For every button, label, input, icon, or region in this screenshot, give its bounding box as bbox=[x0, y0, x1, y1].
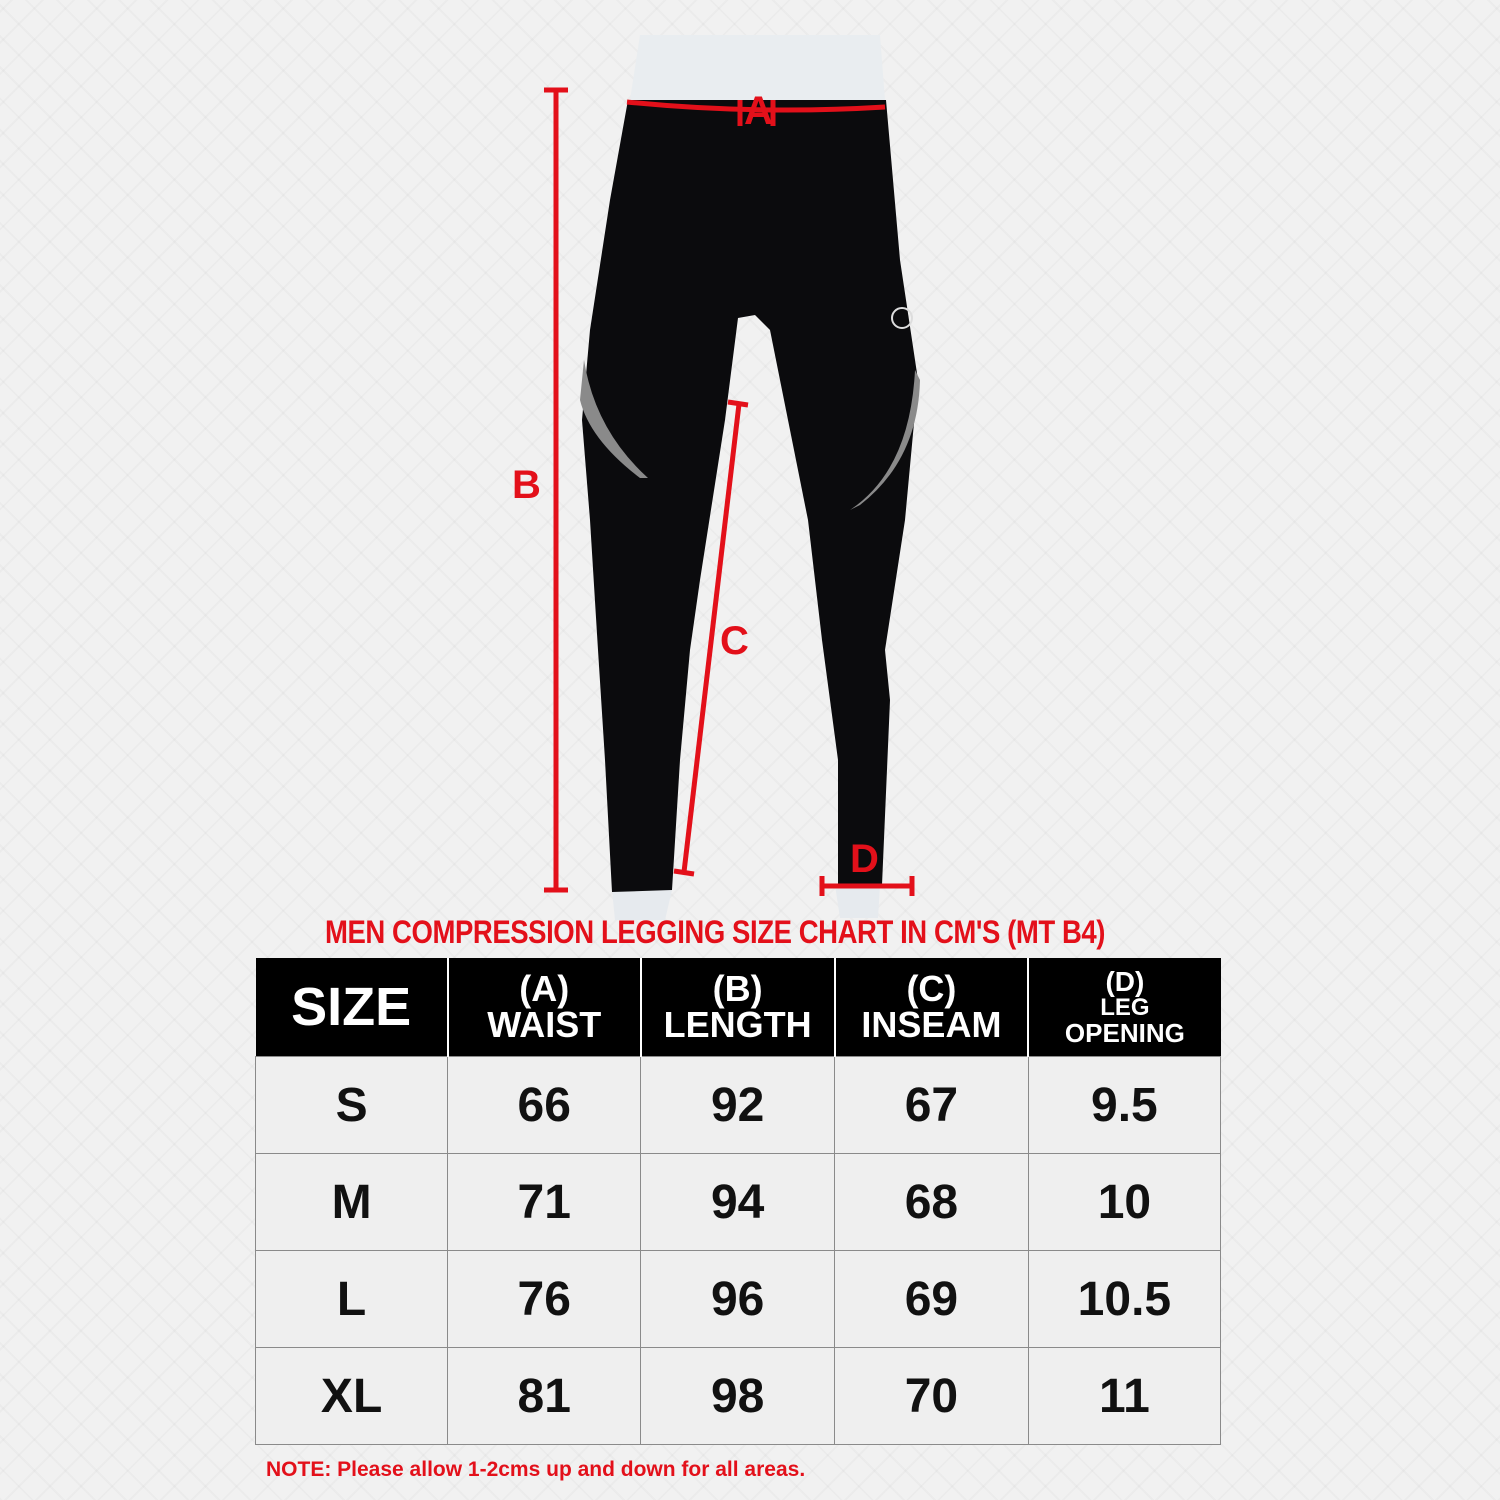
size-table: SIZE (A) WAIST (B) LENGTH (C) INSEAM (D) LEG… bbox=[254, 958, 1222, 1445]
header-label: (D) bbox=[1105, 966, 1145, 997]
size-cell: XL bbox=[254, 1347, 449, 1445]
table-row: S 66 92 67 9.5 bbox=[254, 1056, 1222, 1154]
header-label: LENGTH bbox=[663, 1004, 812, 1045]
measurement-cell: 70 bbox=[834, 1347, 1029, 1445]
inseam-line-c bbox=[681, 403, 742, 873]
legging-illustration: A B C D bbox=[512, 35, 920, 920]
note-text: NOTE: Please allow 1-2cms up and down fo… bbox=[266, 1458, 806, 1481]
measurement-cell: 69 bbox=[834, 1250, 1029, 1348]
header-label: WAIST bbox=[487, 1004, 602, 1045]
waist-line-a bbox=[626, 99, 886, 113]
measurement-cell: 92 bbox=[640, 1056, 836, 1154]
size-cell: L bbox=[254, 1250, 449, 1348]
header-inseam: (C) INSEAM bbox=[833, 958, 1029, 1057]
measurement-cell: 76 bbox=[447, 1250, 642, 1348]
measurement-cell: 10 bbox=[1027, 1153, 1222, 1251]
table-row: L 76 96 69 10.5 bbox=[254, 1250, 1222, 1348]
header-label: (A) bbox=[519, 968, 570, 1009]
brand-logo bbox=[891, 307, 913, 329]
measurement-cell: 71 bbox=[447, 1153, 642, 1251]
header-label: OPENING bbox=[1064, 1018, 1185, 1048]
header-label: LEG bbox=[1100, 994, 1150, 1021]
table-row: M 71 94 68 10 bbox=[254, 1153, 1222, 1251]
measurement-cell: 68 bbox=[834, 1153, 1029, 1251]
mannequin-torso bbox=[630, 35, 885, 100]
measurement-cell: 98 bbox=[640, 1347, 836, 1445]
label-c: C bbox=[720, 619, 749, 663]
label-a: A bbox=[744, 89, 773, 133]
header-row: SIZE (A) WAIST (B) LENGTH (C) INSEAM (D) LEG… bbox=[255, 958, 1221, 1057]
header-length: (B) LENGTH bbox=[639, 958, 835, 1057]
measurement-cell: 66 bbox=[447, 1056, 642, 1154]
label-b: B bbox=[512, 463, 541, 507]
header-label: (C) bbox=[906, 968, 957, 1009]
label-d: D bbox=[850, 837, 879, 881]
left-stripe bbox=[580, 360, 648, 478]
chart-title: MEN COMPRESSION LEGGING SIZE CHART IN CM… bbox=[324, 914, 1106, 950]
table-row: XL 81 98 70 11 bbox=[254, 1347, 1222, 1445]
measurement-cell: 10.5 bbox=[1027, 1250, 1222, 1348]
header-leg-opening: (D) LEG OPENING bbox=[1027, 958, 1221, 1057]
measurement-cell: 94 bbox=[640, 1153, 836, 1251]
legging-garment bbox=[582, 100, 918, 892]
header-waist: (A) WAIST bbox=[446, 958, 641, 1057]
measurement-lines bbox=[544, 87, 915, 896]
measurement-cell: 67 bbox=[834, 1056, 1029, 1154]
size-cell: S bbox=[254, 1056, 449, 1154]
header-size: SIZE bbox=[255, 958, 448, 1057]
header-label: INSEAM bbox=[861, 1004, 1002, 1045]
measurement-cell: 9.5 bbox=[1027, 1056, 1222, 1154]
size-cell: M bbox=[254, 1153, 449, 1251]
right-stripe bbox=[850, 370, 920, 510]
header-label: (B) bbox=[712, 968, 763, 1009]
measurement-cell: 11 bbox=[1027, 1347, 1222, 1445]
measurement-cell: 81 bbox=[447, 1347, 642, 1445]
measurement-cell: 96 bbox=[640, 1250, 836, 1348]
